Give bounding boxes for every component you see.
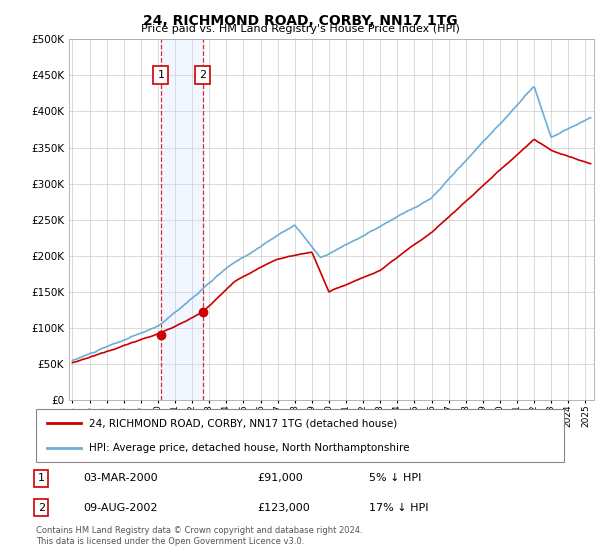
Text: 1: 1 bbox=[38, 473, 45, 483]
Text: Contains HM Land Registry data © Crown copyright and database right 2024.
This d: Contains HM Land Registry data © Crown c… bbox=[36, 526, 362, 546]
Text: 1: 1 bbox=[157, 71, 164, 80]
Text: 09-AUG-2002: 09-AUG-2002 bbox=[83, 503, 158, 513]
Text: 17% ↓ HPI: 17% ↓ HPI bbox=[368, 503, 428, 513]
Text: 24, RICHMOND ROAD, CORBY, NN17 1TG (detached house): 24, RICHMOND ROAD, CORBY, NN17 1TG (deta… bbox=[89, 418, 397, 428]
Bar bbox=[161, 39, 203, 400]
Text: Price paid vs. HM Land Registry's House Price Index (HPI): Price paid vs. HM Land Registry's House … bbox=[140, 24, 460, 34]
Text: £91,000: £91,000 bbox=[258, 473, 304, 483]
Text: 2: 2 bbox=[199, 71, 206, 80]
Text: HPI: Average price, detached house, North Northamptonshire: HPI: Average price, detached house, Nort… bbox=[89, 442, 409, 452]
FancyBboxPatch shape bbox=[36, 409, 564, 462]
Text: 03-MAR-2000: 03-MAR-2000 bbox=[83, 473, 158, 483]
Text: 5% ↓ HPI: 5% ↓ HPI bbox=[368, 473, 421, 483]
Text: £123,000: £123,000 bbox=[258, 503, 311, 513]
Text: 2: 2 bbox=[38, 503, 45, 513]
Text: 24, RICHMOND ROAD, CORBY, NN17 1TG: 24, RICHMOND ROAD, CORBY, NN17 1TG bbox=[143, 14, 457, 28]
